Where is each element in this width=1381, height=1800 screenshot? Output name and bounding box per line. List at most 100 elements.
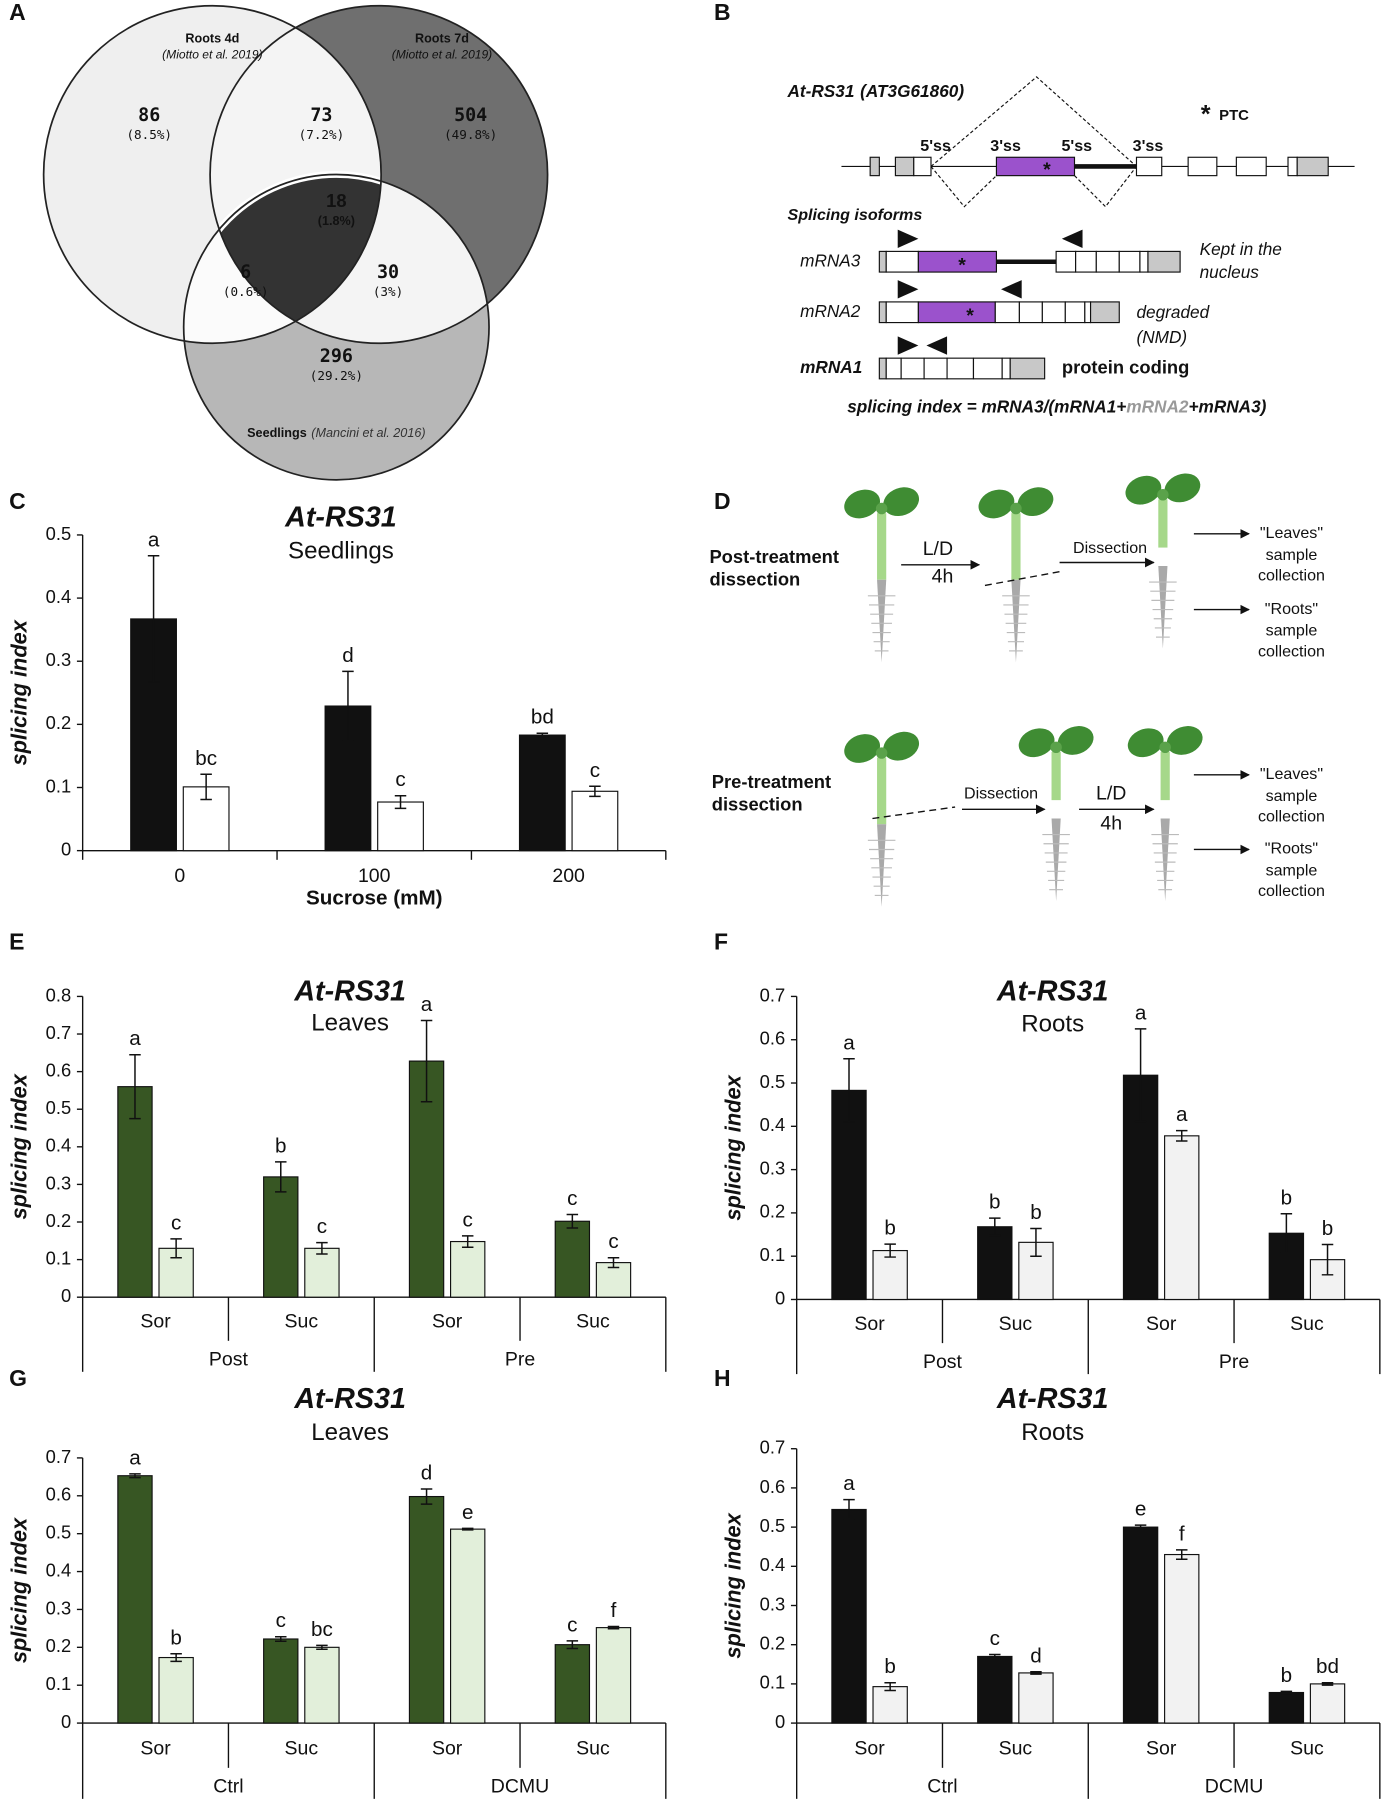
x-tick-label: Suc [285, 1311, 319, 1333]
exon [946, 357, 975, 380]
primer [897, 229, 919, 248]
error-bar-line [1175, 1549, 1188, 1560]
significance-letter: d [421, 1462, 433, 1485]
error-bar [1321, 1681, 1334, 1686]
y-tick-label: 0.6 [46, 1059, 72, 1080]
y-tick-label: 0.1 [46, 1673, 72, 1694]
ptc-star: * [966, 305, 974, 327]
error-bar-line [342, 670, 354, 742]
significance-letter: b [1281, 1664, 1293, 1687]
significance-letter: c [990, 1627, 1000, 1650]
cut-line [872, 806, 956, 820]
sample-label: "Roots" [1265, 600, 1319, 618]
significance-letter: c [590, 759, 600, 782]
exon [1187, 156, 1218, 177]
y-tick-label: 0.6 [760, 1476, 786, 1497]
error-bar [884, 1681, 896, 1692]
significance-letter: a [1135, 1001, 1147, 1024]
cut-line [984, 571, 1060, 587]
exon [913, 156, 932, 177]
y-tick-label: 0.1 [46, 775, 72, 796]
y-axis-label: splicing index [6, 619, 31, 765]
cotyledon [1018, 728, 1055, 758]
significance-letter: a [129, 1446, 141, 1469]
y-tick-label: 0.4 [46, 1135, 72, 1156]
y-tick-label: 0.7 [760, 984, 786, 1005]
y-tick-label: 0.1 [46, 1247, 72, 1268]
error-bar-line [170, 1653, 182, 1663]
significance-letter: f [1179, 1522, 1185, 1545]
error-bar [607, 1625, 620, 1630]
group-label: Ctrl [213, 1776, 243, 1798]
sample-label: sample [1266, 546, 1318, 564]
splice-site: 5'ss [1061, 137, 1092, 155]
sample-label: collection [1258, 642, 1325, 660]
venn-set-source: (Miotto et al. 2019) [162, 47, 262, 61]
error-bar-line [461, 1527, 474, 1531]
step-label: Dissection [1073, 539, 1147, 557]
bar [117, 1475, 153, 1724]
exon [869, 156, 880, 177]
hypocotyl [1051, 751, 1061, 801]
apex [875, 747, 888, 759]
group-label: Post [923, 1351, 963, 1373]
x-tick-label: Suc [285, 1738, 319, 1760]
significance-letter: c [567, 1187, 577, 1210]
ptc-star: * [1201, 101, 1211, 129]
exon [885, 250, 919, 273]
chart-subtitle: Seedlings [288, 538, 394, 565]
bar [554, 1220, 591, 1298]
bar [977, 1226, 1013, 1301]
y-tick-label: 0.7 [46, 1022, 72, 1043]
error-bar-line [843, 1058, 855, 1123]
venn-outline [42, 4, 382, 345]
chart-subtitle: Roots [1021, 1419, 1084, 1446]
protocol-title: Pre-treatment [712, 771, 831, 792]
venn-count: 6 [240, 262, 251, 283]
apex [1050, 741, 1062, 754]
sample-label: collection [1258, 882, 1325, 900]
x-tick-label: 100 [358, 865, 391, 887]
chart-subtitle: Leaves [311, 1009, 389, 1036]
error-bar-line [843, 1498, 855, 1521]
gene-locus: (AT3G61860) [860, 80, 964, 100]
error-bar [843, 1498, 855, 1521]
significance-letter: a [421, 993, 433, 1016]
bar [408, 1495, 445, 1724]
x-tick-label: Suc [999, 1313, 1033, 1335]
root [1158, 565, 1168, 649]
error-bar [129, 1053, 141, 1120]
exon [900, 357, 925, 380]
splice-dash [930, 76, 1137, 208]
y-tick-label: 0.3 [46, 649, 72, 670]
hypocotyl [1158, 499, 1168, 548]
error-bar [989, 1217, 1001, 1237]
venn-percent: (0.6%) [223, 284, 269, 299]
sample-label: sample [1266, 862, 1318, 880]
venn-percent: (3%) [373, 284, 403, 299]
y-tick-label: 0 [775, 1287, 785, 1308]
significance-letter: c [317, 1215, 327, 1238]
error-bar-line [607, 1256, 620, 1269]
group-label: Post [209, 1348, 249, 1370]
chart-title: At-RS31 [996, 1383, 1109, 1415]
bar [130, 618, 177, 852]
group-label: Ctrl [927, 1776, 957, 1798]
error-bar [536, 732, 549, 738]
treatment-label: L/D [1096, 783, 1126, 805]
significance-letter: e [1135, 1498, 1147, 1521]
error-bar [1280, 1213, 1293, 1254]
y-axis-label: splicing index [720, 1074, 745, 1220]
error-bar [607, 1256, 620, 1269]
exon [878, 301, 887, 324]
y-tick-label: 0.3 [760, 1157, 786, 1178]
x-tick-label: Suc [576, 1738, 610, 1760]
significance-letter: b [884, 1217, 896, 1240]
x-axis-label: Sucrose (mM) [306, 886, 443, 909]
isoforms-title: Splicing isoforms [788, 206, 923, 224]
gene-name: At-RS31 [787, 80, 855, 100]
error-bar [420, 1019, 433, 1103]
significance-letter: bc [195, 747, 217, 770]
venn-set-source: (Miotto et al. 2019) [392, 47, 492, 61]
